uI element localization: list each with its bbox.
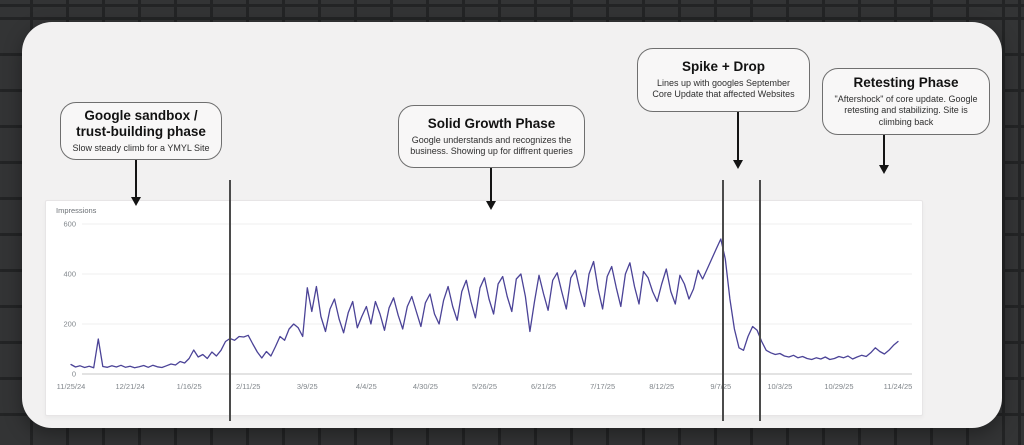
x-axis-tick-label: 10/29/25 [824,382,853,391]
x-axis-tick-label: 1/16/25 [177,382,202,391]
callout-spike-drop: Spike + Drop Lines up with googles Septe… [637,48,810,112]
x-axis-tick-label: 11/25/24 [57,382,86,391]
callout-google-sandbox: Google sandbox / trust-building phase Sl… [60,102,222,160]
x-axis-tick-label: 5/26/25 [472,382,497,391]
callout-subtitle: Slow steady climb for a YMYL Site [72,142,210,153]
callout-solid-growth: Solid Growth Phase Google understands an… [398,105,585,168]
arrow-down-icon [485,168,497,210]
y-axis-tick-label: 200 [63,320,76,329]
x-axis-tick-label: 6/21/25 [531,382,556,391]
x-axis-tick-label: 9/7/25 [710,382,731,391]
arrow-down-icon [732,112,744,169]
callout-subtitle: Google understands and recognizes the bu… [410,134,573,156]
x-axis-tick-label: 8/12/25 [649,382,674,391]
phase-divider-line [722,180,724,421]
impressions-series-line [70,238,899,369]
impressions-chart-panel: 0 200 400 600 Impressions 11/25/24 12/21/24 1/1… [45,200,923,416]
x-axis-tick-label: 10/3/25 [767,382,792,391]
y-axis-tick-label: 0 [72,370,76,379]
phase-divider-line [229,180,231,421]
x-axis-tick-label: 2/11/25 [236,382,260,391]
callout-title: Spike + Drop [682,59,765,75]
arrow-down-icon [878,135,890,174]
x-axis-tick-label: 7/17/25 [590,382,615,391]
y-axis-tick-label: 600 [63,220,76,229]
x-axis-tick-label: 3/9/25 [297,382,318,391]
x-axis-tick-label: 11/24/25 [884,382,913,391]
x-axis-tick-label: 4/4/25 [356,382,377,391]
callout-title: Solid Growth Phase [427,115,556,131]
callout-title: Retesting Phase [853,75,959,91]
phase-divider-line [759,180,761,421]
callout-retesting: Retesting Phase "Aftershock" of core upd… [822,68,990,135]
callout-subtitle: Lines up with googles September Core Upd… [652,78,795,100]
y-axis-tick-label: 400 [63,270,76,279]
annotated-chart-card: Google sandbox / trust-building phase Sl… [22,22,1002,428]
callout-title: Google sandbox / trust-building phase [76,107,206,139]
callout-subtitle: "Aftershock" of core update. Google rete… [834,94,978,127]
y-axis-title: Impressions [56,206,97,215]
arrow-down-icon [130,160,142,206]
x-axis-tick-label: 12/21/24 [115,382,144,391]
x-axis-tick-label: 4/30/25 [413,382,438,391]
impressions-line-chart: 0 200 400 600 Impressions 11/25/24 12/21/24 1/1… [56,206,913,391]
